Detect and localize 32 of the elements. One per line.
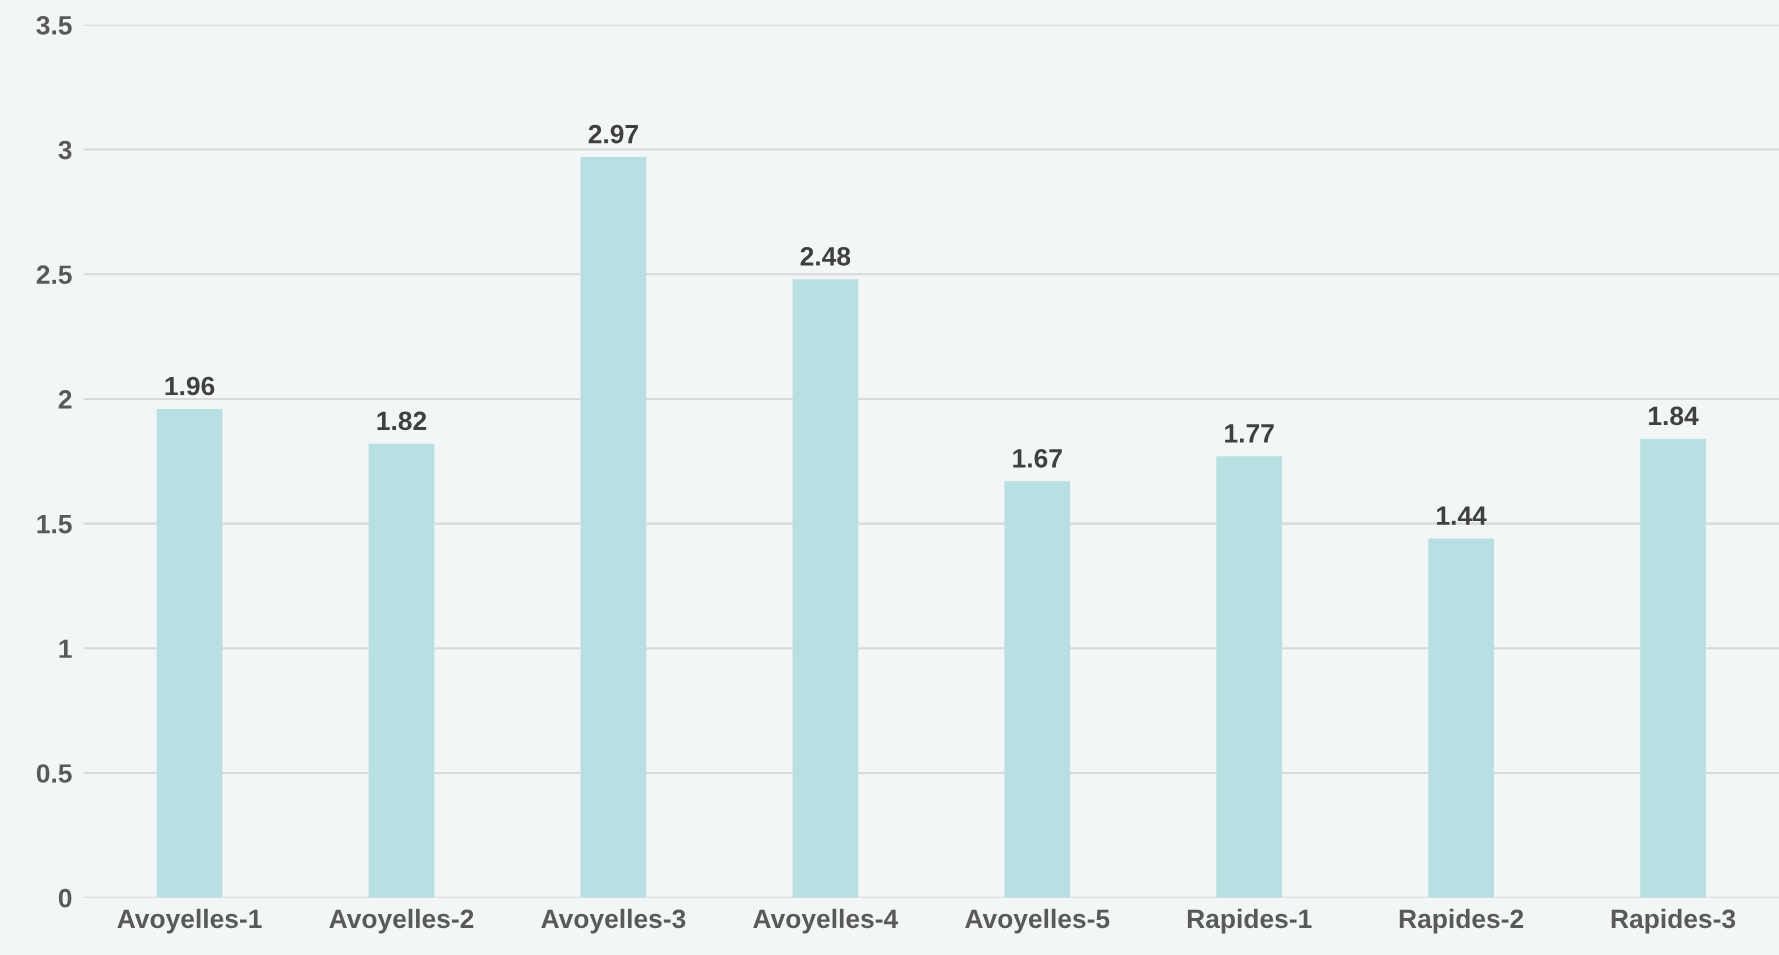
data-label: 1.77 [1225, 424, 1274, 443]
y-tick-label: 2 [58, 390, 72, 409]
y-tick-label: 0.5 [36, 764, 72, 783]
y-tick-label: 0 [58, 888, 72, 908]
y-tick-label: 1.5 [37, 515, 72, 534]
x-tick-label: Rapides-2 [1399, 908, 1524, 934]
bar [1428, 538, 1494, 898]
y-tick-label: 3.5 [36, 15, 72, 35]
bar [792, 279, 859, 898]
x-tick-label: Rapides-3 [1611, 908, 1736, 934]
y-tick-label: 1 [59, 639, 72, 658]
x-tick-label: Avoyelles-3 [541, 908, 686, 934]
x-tick-label: Avoyelles-1 [117, 908, 262, 934]
bar [368, 443, 435, 898]
bar [1640, 438, 1706, 898]
x-tick-label: Avoyelles-4 [753, 908, 899, 934]
bar [156, 408, 223, 898]
x-tick-label: Avoyelles-2 [329, 908, 474, 934]
y-tick-label: 2.5 [36, 265, 72, 285]
bar [580, 157, 647, 898]
data-label: 1.67 [1013, 448, 1062, 468]
bar [1004, 481, 1071, 898]
data-label: 2.48 [800, 246, 851, 266]
y-tick-label: 3 [58, 140, 72, 160]
bar [1216, 456, 1283, 898]
x-tick-label: Rapides-1 [1187, 908, 1312, 934]
data-label: 1.84 [1649, 406, 1699, 426]
data-label: 1.82 [377, 411, 427, 431]
data-label: 1.44 [1437, 506, 1487, 525]
data-label: 2.97 [588, 124, 638, 144]
data-label: 1.96 [165, 376, 215, 396]
x-tick-label: Avoyelles-5 [965, 908, 1110, 934]
